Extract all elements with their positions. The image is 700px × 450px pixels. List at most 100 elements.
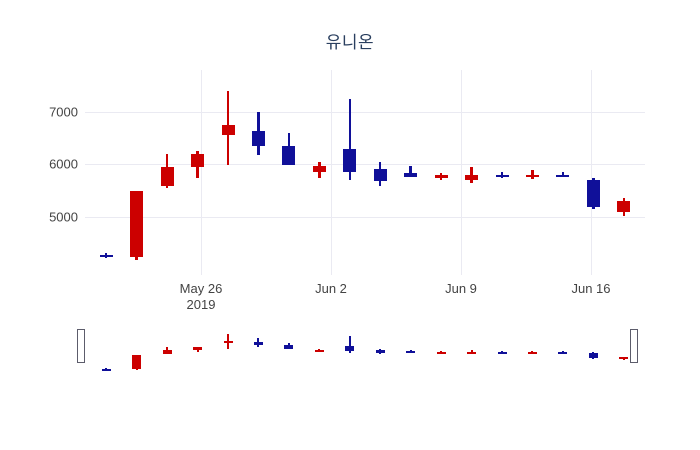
candle-body xyxy=(223,341,233,344)
candle-body xyxy=(162,350,172,354)
candle-body xyxy=(527,351,537,354)
x-tick-may26: May 26 2019 xyxy=(180,281,223,313)
candle-body xyxy=(99,255,113,258)
y-tick-6000: 6000 xyxy=(49,156,78,172)
y-axis: 7000 6000 5000 xyxy=(10,70,78,275)
candle-wick xyxy=(348,98,351,181)
candle[interactable] xyxy=(251,70,265,275)
candle-body xyxy=(558,351,568,354)
candle[interactable] xyxy=(373,70,387,275)
candle[interactable] xyxy=(284,325,294,375)
candle[interactable] xyxy=(497,325,507,375)
candle[interactable] xyxy=(467,325,477,375)
x-tick-jun16: Jun 16 xyxy=(571,281,610,297)
candle-body xyxy=(284,345,294,350)
candle[interactable] xyxy=(588,325,598,375)
candle[interactable] xyxy=(191,70,205,275)
candle[interactable] xyxy=(434,70,448,275)
candle-body xyxy=(436,351,446,354)
candle-body xyxy=(406,351,416,354)
candle-body xyxy=(525,174,539,177)
candle-body xyxy=(495,174,509,178)
candle-wick xyxy=(470,167,473,183)
candle-body xyxy=(375,350,385,353)
candle[interactable] xyxy=(223,325,233,375)
candle[interactable] xyxy=(193,325,203,375)
candle[interactable] xyxy=(495,70,509,275)
range-end-handle[interactable] xyxy=(630,329,638,363)
candle-body xyxy=(312,165,326,173)
y-tick-5000: 5000 xyxy=(49,209,78,225)
candle[interactable] xyxy=(465,70,479,275)
candle[interactable] xyxy=(617,70,631,275)
candle-wick xyxy=(409,349,412,352)
candle[interactable] xyxy=(619,325,629,375)
x-tick-may26-line1: May 26 xyxy=(179,281,223,296)
y-tick-7000: 7000 xyxy=(49,104,78,120)
candle-body xyxy=(465,175,479,181)
x-tick-may26-line2: 2019 xyxy=(186,297,216,312)
gridline-y-6000 xyxy=(85,164,645,165)
candle[interactable] xyxy=(343,70,357,275)
candle-body xyxy=(373,168,387,182)
candle[interactable] xyxy=(282,70,296,275)
candle-body xyxy=(282,145,296,165)
candle[interactable] xyxy=(130,70,144,275)
candle-body xyxy=(191,154,205,168)
x-tick-jun2-line1: Jun 2 xyxy=(315,281,347,296)
candle-body xyxy=(617,201,631,212)
x-tick-jun16-line1: Jun 16 xyxy=(571,281,611,296)
candle[interactable] xyxy=(556,70,570,275)
candle[interactable] xyxy=(221,70,235,275)
candle[interactable] xyxy=(314,325,324,375)
page-title: 유니온 xyxy=(325,33,375,52)
candle[interactable] xyxy=(253,325,263,375)
candle[interactable] xyxy=(404,70,418,275)
candle-body xyxy=(586,180,600,207)
candle-body xyxy=(130,190,144,258)
gridline-x-may26 xyxy=(201,70,202,275)
candle[interactable] xyxy=(162,325,172,375)
candle[interactable] xyxy=(312,70,326,275)
candle-body xyxy=(556,175,570,178)
candle[interactable] xyxy=(586,70,600,275)
candle[interactable] xyxy=(345,325,355,375)
candle[interactable] xyxy=(406,325,416,375)
candle-body xyxy=(619,357,629,360)
candle-body xyxy=(132,355,142,369)
candle[interactable] xyxy=(101,325,111,375)
candle-body xyxy=(251,130,265,146)
candle-body xyxy=(404,173,418,177)
candle-wick xyxy=(409,165,412,177)
candle-body xyxy=(253,342,263,346)
candle-body xyxy=(343,148,357,173)
x-tick-jun2: Jun 2 xyxy=(315,281,347,297)
plot-area[interactable] xyxy=(85,70,645,275)
candle-body xyxy=(314,349,324,352)
candle-wick xyxy=(348,335,351,353)
x-tick-jun9: Jun 9 xyxy=(445,281,477,297)
candle[interactable] xyxy=(375,325,385,375)
rangeslider[interactable] xyxy=(77,325,645,375)
candle-body xyxy=(467,351,477,354)
gridline-x-jun16 xyxy=(591,70,592,275)
candle-body xyxy=(434,174,448,178)
candle[interactable] xyxy=(525,70,539,275)
candle-body xyxy=(497,351,507,354)
gridline-y-5000 xyxy=(85,217,645,218)
range-start-handle[interactable] xyxy=(77,329,85,363)
candle-wick xyxy=(561,351,564,353)
candle-body xyxy=(160,167,174,186)
candle-body xyxy=(345,346,355,352)
candle[interactable] xyxy=(132,325,142,375)
x-tick-jun9-line1: Jun 9 xyxy=(445,281,477,296)
candle[interactable] xyxy=(527,325,537,375)
candle[interactable] xyxy=(558,325,568,375)
candle[interactable] xyxy=(160,70,174,275)
candle-body xyxy=(101,368,111,371)
candle[interactable] xyxy=(99,70,113,275)
candle-body xyxy=(588,352,598,359)
candle[interactable] xyxy=(436,325,446,375)
candle-body xyxy=(193,347,203,350)
